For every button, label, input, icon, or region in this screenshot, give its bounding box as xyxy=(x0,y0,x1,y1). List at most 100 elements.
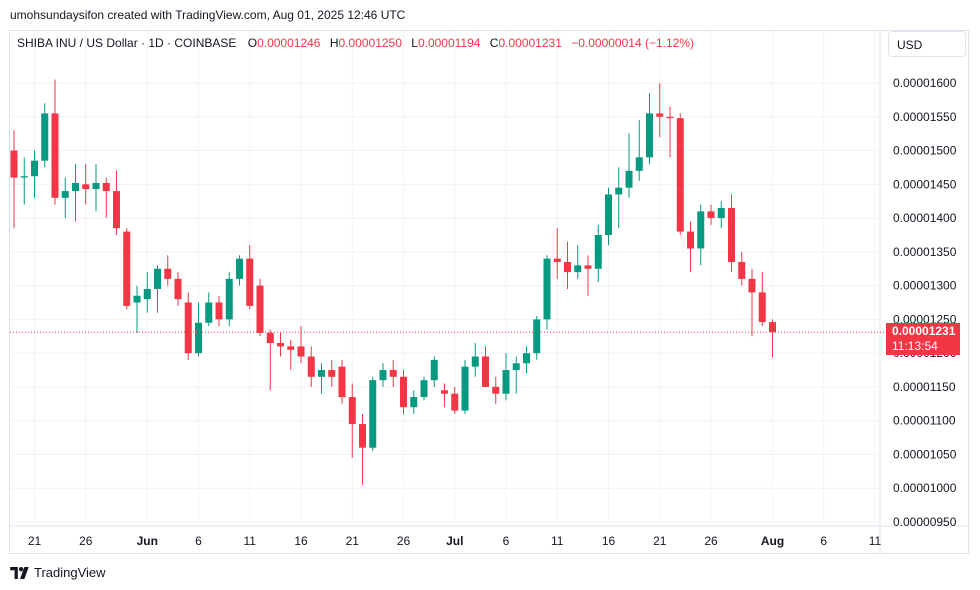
candle[interactable] xyxy=(164,255,172,286)
candle[interactable] xyxy=(441,383,448,408)
candle[interactable] xyxy=(420,376,428,401)
candle[interactable] xyxy=(277,332,284,357)
candle[interactable] xyxy=(154,265,161,313)
candle[interactable] xyxy=(195,302,202,357)
candle[interactable] xyxy=(184,292,192,360)
candle[interactable] xyxy=(492,376,500,404)
candle[interactable] xyxy=(717,201,725,229)
candle[interactable] xyxy=(133,285,141,333)
candle[interactable] xyxy=(605,187,612,246)
candle[interactable] xyxy=(266,329,274,391)
candle[interactable] xyxy=(328,359,336,387)
candle[interactable] xyxy=(297,326,305,364)
candle-body xyxy=(205,302,213,323)
candle-body xyxy=(482,356,489,387)
candle[interactable] xyxy=(615,167,623,229)
candle-body xyxy=(564,261,571,273)
candle[interactable] xyxy=(471,343,479,377)
symbol-label[interactable]: SHIBA INU / US Dollar · 1D · COINBASE xyxy=(17,36,237,50)
candle[interactable] xyxy=(10,130,18,229)
candle[interactable] xyxy=(461,359,469,414)
x-tick-label: 16 xyxy=(602,534,616,548)
candle[interactable] xyxy=(410,390,418,414)
candle[interactable] xyxy=(769,319,776,358)
candle[interactable] xyxy=(174,272,182,306)
candle[interactable] xyxy=(72,164,79,222)
candle[interactable] xyxy=(748,268,756,337)
candle[interactable] xyxy=(338,359,346,404)
candle[interactable] xyxy=(574,245,582,279)
candle[interactable] xyxy=(430,356,438,387)
candle[interactable] xyxy=(256,278,264,337)
candle[interactable] xyxy=(379,363,387,387)
candle[interactable] xyxy=(215,295,223,327)
candle[interactable] xyxy=(738,251,746,286)
candle[interactable] xyxy=(348,383,356,458)
candle[interactable] xyxy=(51,79,59,205)
candle[interactable] xyxy=(318,363,325,394)
candle[interactable] xyxy=(687,221,694,273)
candle[interactable] xyxy=(307,346,315,387)
candle[interactable] xyxy=(512,356,520,394)
currency-button[interactable]: USD xyxy=(888,31,966,57)
candle[interactable] xyxy=(389,359,397,387)
candle[interactable] xyxy=(656,83,664,138)
candle[interactable] xyxy=(646,93,653,165)
candle[interactable] xyxy=(594,224,602,283)
chart-credit: umohsundaysifon created with TradingView… xyxy=(10,8,406,22)
candle[interactable] xyxy=(400,370,407,414)
candle[interactable] xyxy=(225,272,233,327)
candle[interactable] xyxy=(553,228,561,279)
candle[interactable] xyxy=(205,292,213,327)
candle[interactable] xyxy=(543,255,551,330)
y-tick-label: 0.00001050 xyxy=(893,447,957,461)
candle[interactable] xyxy=(625,133,633,198)
candle[interactable] xyxy=(359,413,366,485)
candle[interactable] xyxy=(758,272,766,327)
candle[interactable] xyxy=(666,106,674,158)
candle[interactable] xyxy=(707,204,715,225)
candle[interactable] xyxy=(123,228,131,310)
candle-body xyxy=(769,322,776,333)
candle[interactable] xyxy=(287,339,295,371)
candle-body xyxy=(676,118,684,232)
candle[interactable] xyxy=(113,170,120,235)
candle[interactable] xyxy=(564,241,571,289)
candle[interactable] xyxy=(92,164,100,212)
x-tick-label: 21 xyxy=(346,534,360,548)
y-tick-label: 0.00001350 xyxy=(893,245,957,259)
candle-body xyxy=(758,292,766,323)
candle[interactable] xyxy=(41,103,49,168)
candle[interactable] xyxy=(676,113,684,235)
candle[interactable] xyxy=(728,194,735,273)
candle[interactable] xyxy=(236,255,243,286)
open-label: O xyxy=(247,36,258,50)
y-tick-label: 0.00001400 xyxy=(893,211,957,225)
y-tick-label: 0.00001300 xyxy=(893,279,957,293)
candle[interactable] xyxy=(20,157,28,205)
candle[interactable] xyxy=(143,272,151,313)
candle[interactable] xyxy=(451,386,459,414)
candle[interactable] xyxy=(61,177,69,219)
candle-body xyxy=(594,234,602,269)
candle[interactable] xyxy=(369,376,377,452)
candle[interactable] xyxy=(635,120,643,181)
candle[interactable] xyxy=(482,346,489,387)
candle-body xyxy=(430,359,438,381)
candle-body xyxy=(471,356,479,367)
candle[interactable] xyxy=(102,177,110,219)
candle[interactable] xyxy=(82,164,90,205)
candle[interactable] xyxy=(523,346,530,374)
candle-body xyxy=(61,191,69,198)
last-price: 0.00001231 xyxy=(892,324,956,338)
candle[interactable] xyxy=(246,245,254,310)
candle[interactable] xyxy=(533,316,541,360)
tradingview-branding[interactable]: TradingView xyxy=(10,565,106,580)
candle[interactable] xyxy=(584,255,592,296)
candle-body xyxy=(379,370,387,381)
candle[interactable] xyxy=(697,204,705,266)
candle-body xyxy=(102,182,110,192)
candle[interactable] xyxy=(31,150,38,198)
candle[interactable] xyxy=(502,353,510,401)
